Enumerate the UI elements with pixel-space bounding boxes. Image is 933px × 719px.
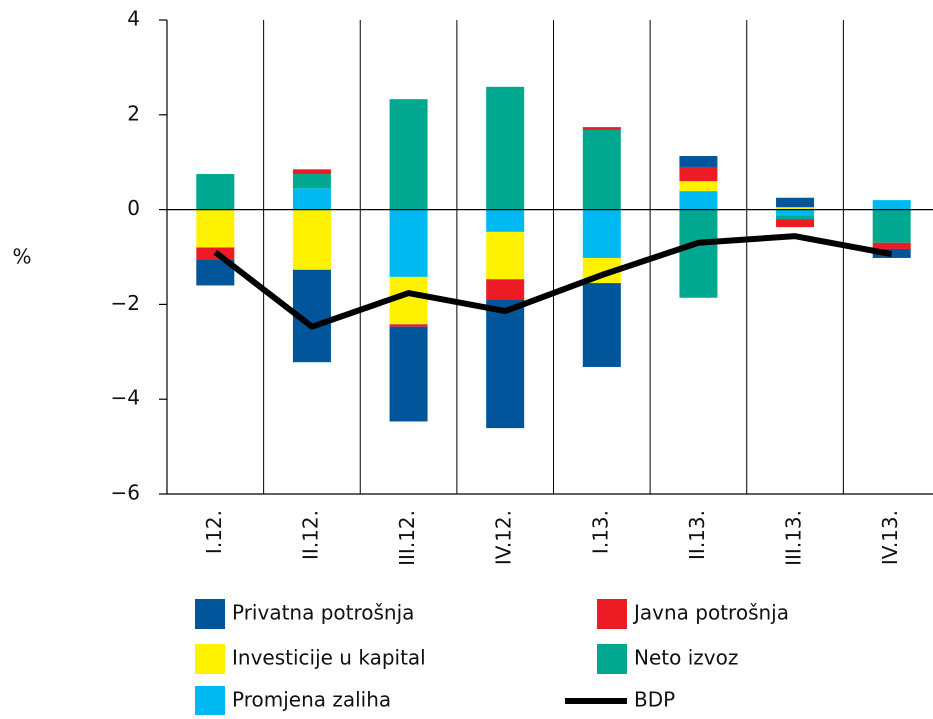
y-tick-label: 0 bbox=[127, 196, 140, 220]
bar-segment bbox=[196, 209, 235, 248]
bar-segment bbox=[582, 129, 621, 210]
y-tick-label: −2 bbox=[111, 291, 140, 315]
bar-segment bbox=[196, 174, 235, 210]
legend-swatch bbox=[195, 644, 225, 674]
line-series bbox=[213, 233, 893, 330]
x-tick-label: IV.13. bbox=[878, 510, 902, 565]
x-tick-label: III.13. bbox=[782, 510, 806, 566]
legend-label: BDP bbox=[634, 688, 675, 712]
x-tick-label: III.12. bbox=[395, 510, 419, 566]
bar-segment bbox=[679, 191, 718, 210]
legend-label: Javna potrošnja bbox=[632, 601, 789, 625]
x-tick-label: II.12. bbox=[298, 510, 322, 560]
bar-segment bbox=[872, 242, 911, 249]
bar-segment bbox=[292, 209, 331, 270]
bar-segment bbox=[486, 231, 525, 280]
bar-segment bbox=[389, 326, 428, 422]
bar-segment bbox=[776, 215, 815, 220]
bar-segment bbox=[486, 279, 525, 300]
bar-segment bbox=[582, 209, 621, 258]
bar-segment bbox=[872, 209, 911, 243]
bar-segment bbox=[389, 324, 428, 327]
bar-segment bbox=[776, 219, 815, 228]
legend-swatch bbox=[597, 599, 627, 629]
y-tick-label: −4 bbox=[111, 386, 140, 410]
legend-swatch bbox=[597, 644, 627, 674]
legend-label: Neto izvoz bbox=[634, 646, 738, 670]
bar-segment bbox=[292, 174, 331, 189]
bar-segment bbox=[679, 181, 718, 192]
bar-segment bbox=[486, 209, 525, 232]
bar-segment bbox=[292, 188, 331, 210]
bar-segment bbox=[776, 197, 815, 208]
bar-segment bbox=[679, 166, 718, 182]
bar-segment bbox=[389, 209, 428, 277]
bar-segment bbox=[582, 127, 621, 130]
bar-segment bbox=[389, 99, 428, 210]
bar-segment bbox=[872, 200, 911, 210]
x-tick-label: I.12. bbox=[202, 510, 226, 554]
y-tick-label: 4 bbox=[127, 7, 140, 31]
x-tick-label: II.13. bbox=[685, 510, 709, 560]
x-tick-label: I.13. bbox=[588, 510, 612, 554]
bar-segment bbox=[776, 207, 815, 210]
bar-segment bbox=[292, 169, 331, 175]
bar-segment bbox=[486, 299, 525, 429]
legend-swatch bbox=[195, 686, 225, 716]
y-tick-label: 2 bbox=[127, 101, 140, 125]
y-tick-label: −6 bbox=[111, 481, 140, 505]
legend-swatch bbox=[195, 599, 225, 629]
bar-segment bbox=[776, 209, 815, 216]
bar-segment bbox=[486, 86, 525, 210]
bar-segment bbox=[679, 156, 718, 167]
legend-label: Privatna potrošnja bbox=[232, 601, 414, 625]
legend-label: Investicije u kapital bbox=[232, 646, 426, 670]
x-tick-label: IV.12. bbox=[492, 510, 516, 565]
y-axis-label: % bbox=[12, 245, 31, 269]
bar-segment bbox=[679, 209, 718, 298]
bar-segment bbox=[582, 283, 621, 367]
legend-label: Promjena zaliha bbox=[232, 688, 391, 712]
